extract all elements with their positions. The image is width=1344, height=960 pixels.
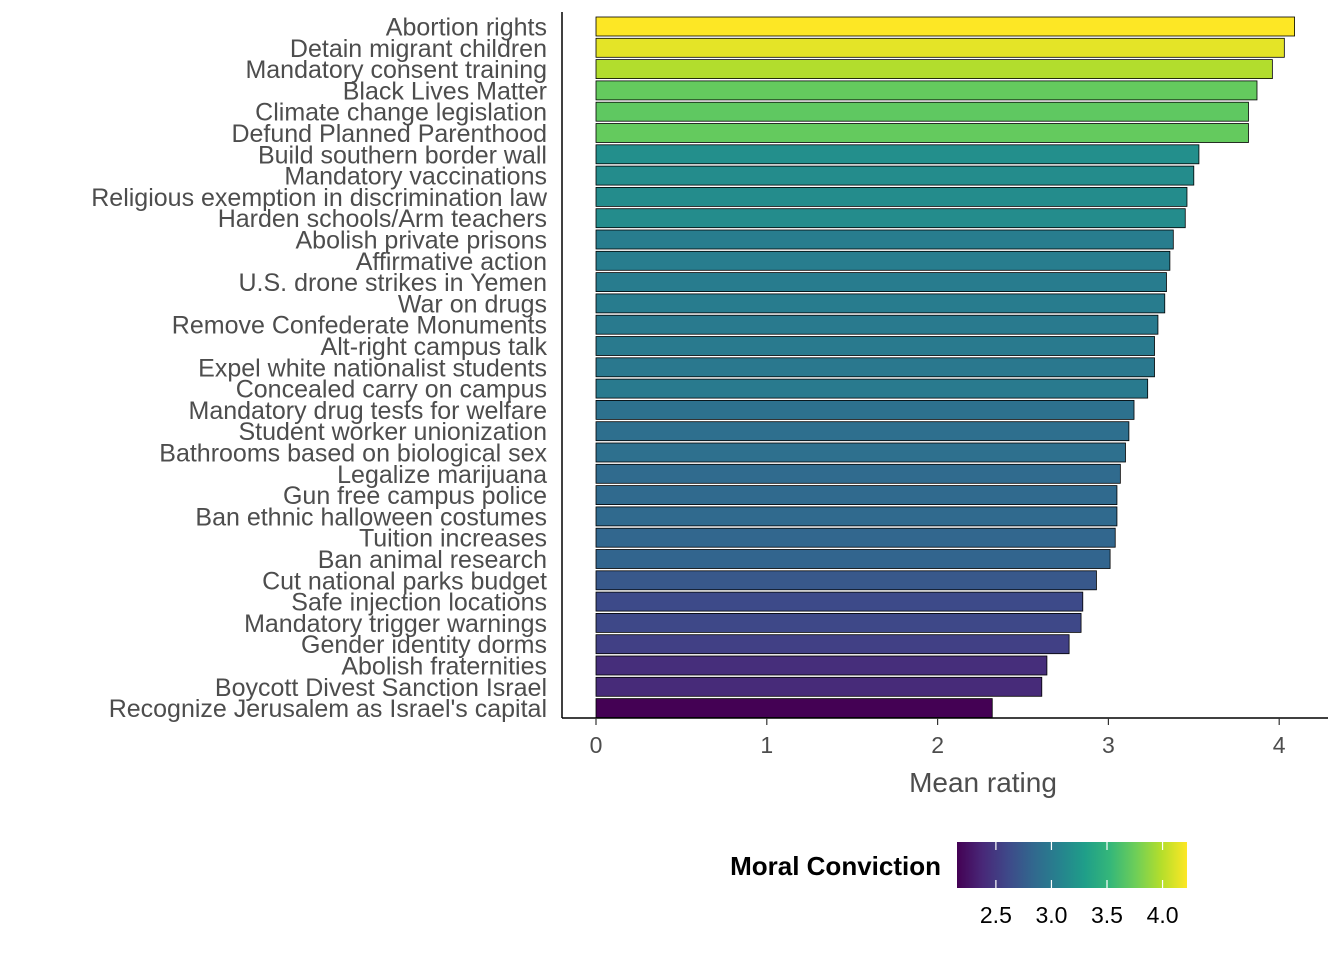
category-label: Safe injection locations bbox=[291, 589, 547, 617]
category-label: Climate change legislation bbox=[255, 99, 547, 127]
category-label: Boycott Divest Sanction Israel bbox=[215, 674, 547, 702]
category-label: Defund Planned Parenthood bbox=[231, 120, 547, 148]
colorbar-tick-label: 4.0 bbox=[1147, 902, 1179, 928]
colorbar-tick-label: 3.5 bbox=[1091, 902, 1123, 928]
bar bbox=[595, 399, 1135, 420]
category-label: Legalize marijuana bbox=[337, 461, 547, 489]
x-axis-ticks: 0 1 2 3 4 bbox=[590, 718, 1286, 758]
bar bbox=[595, 634, 1070, 655]
category-label: Detain migrant children bbox=[290, 35, 547, 63]
bar bbox=[595, 613, 1082, 633]
category-label: Gun free campus police bbox=[283, 482, 547, 510]
legend-title: Moral Conviction bbox=[730, 851, 941, 881]
category-label: Build southern border wall bbox=[258, 141, 547, 169]
category-label: Bathrooms based on biological sex bbox=[159, 440, 547, 468]
category-label: Affirmative action bbox=[356, 248, 547, 276]
category-label: Concealed carry on campus bbox=[236, 376, 547, 404]
category-label: Tuition increases bbox=[359, 525, 547, 553]
category-label: Ban animal research bbox=[318, 546, 547, 574]
bar bbox=[595, 101, 1249, 122]
category-label: Alt-right campus talk bbox=[321, 333, 548, 361]
bar bbox=[595, 59, 1273, 79]
bar bbox=[595, 314, 1159, 335]
category-label: Abolish fraternities bbox=[341, 653, 547, 681]
x-tick-label: 3 bbox=[1102, 732, 1115, 758]
category-label: Recognize Jerusalem as Israel's capital bbox=[109, 695, 547, 723]
bar bbox=[595, 698, 993, 718]
bar bbox=[595, 80, 1258, 101]
bar bbox=[595, 655, 1048, 676]
bar bbox=[595, 676, 1043, 697]
x-axis-title: Mean rating bbox=[909, 767, 1057, 798]
bars-group bbox=[595, 16, 1295, 718]
bar bbox=[595, 144, 1200, 165]
bar bbox=[595, 357, 1155, 378]
bar bbox=[595, 506, 1118, 527]
bar bbox=[595, 123, 1249, 143]
bar bbox=[595, 229, 1174, 250]
category-label: Religious exemption in discrimination la… bbox=[91, 184, 548, 212]
bar bbox=[595, 37, 1285, 58]
category-label: Mandatory consent training bbox=[245, 56, 547, 84]
colorbar-ticks: 2.5 3.0 3.5 4.0 bbox=[980, 842, 1179, 928]
x-tick-label: 4 bbox=[1273, 732, 1286, 758]
bar bbox=[595, 421, 1130, 442]
category-label: Mandatory drug tests for welfare bbox=[189, 397, 548, 425]
bar bbox=[595, 336, 1155, 356]
category-label: Mandatory vaccinations bbox=[284, 163, 547, 191]
category-label: Mandatory trigger warnings bbox=[244, 610, 547, 638]
x-tick-label: 0 bbox=[590, 732, 603, 758]
category-label: Harden schools/Arm teachers bbox=[218, 205, 547, 233]
category-label: Abolish private prisons bbox=[295, 227, 547, 255]
bar bbox=[595, 16, 1295, 37]
category-label: Expel white nationalist students bbox=[198, 354, 547, 382]
category-label: Abortion rights bbox=[386, 14, 547, 42]
category-label: Cut national parks budget bbox=[262, 567, 547, 595]
category-label: War on drugs bbox=[398, 290, 547, 318]
category-label: Gender identity dorms bbox=[301, 631, 547, 659]
bar bbox=[595, 570, 1097, 591]
bar bbox=[595, 293, 1166, 314]
category-label: Black Lives Matter bbox=[343, 77, 547, 105]
colorbar bbox=[957, 842, 1187, 888]
bar bbox=[595, 208, 1186, 229]
bar bbox=[595, 442, 1126, 463]
x-tick-label: 2 bbox=[931, 732, 944, 758]
bar bbox=[595, 463, 1121, 484]
bar bbox=[595, 527, 1116, 548]
bar bbox=[595, 591, 1084, 612]
bar bbox=[595, 165, 1195, 186]
colorbar-tick-label: 2.5 bbox=[980, 902, 1012, 928]
category-label: Ban ethnic halloween costumes bbox=[195, 503, 547, 531]
bar bbox=[595, 378, 1149, 399]
bar bbox=[595, 485, 1118, 506]
bar bbox=[595, 272, 1167, 293]
category-label: U.S. drone strikes in Yemen bbox=[239, 269, 548, 297]
bar bbox=[595, 250, 1171, 271]
bar bbox=[595, 549, 1111, 569]
bar bbox=[595, 186, 1188, 207]
category-label: Student worker unionization bbox=[238, 418, 547, 446]
colorbar-tick-label: 3.0 bbox=[1035, 902, 1067, 928]
x-tick-label: 1 bbox=[760, 732, 773, 758]
colorbar-legend: Moral Conviction 2.5 3.0 3.5 4.0 bbox=[730, 842, 1187, 928]
category-label: Remove Confederate Monuments bbox=[172, 312, 547, 340]
